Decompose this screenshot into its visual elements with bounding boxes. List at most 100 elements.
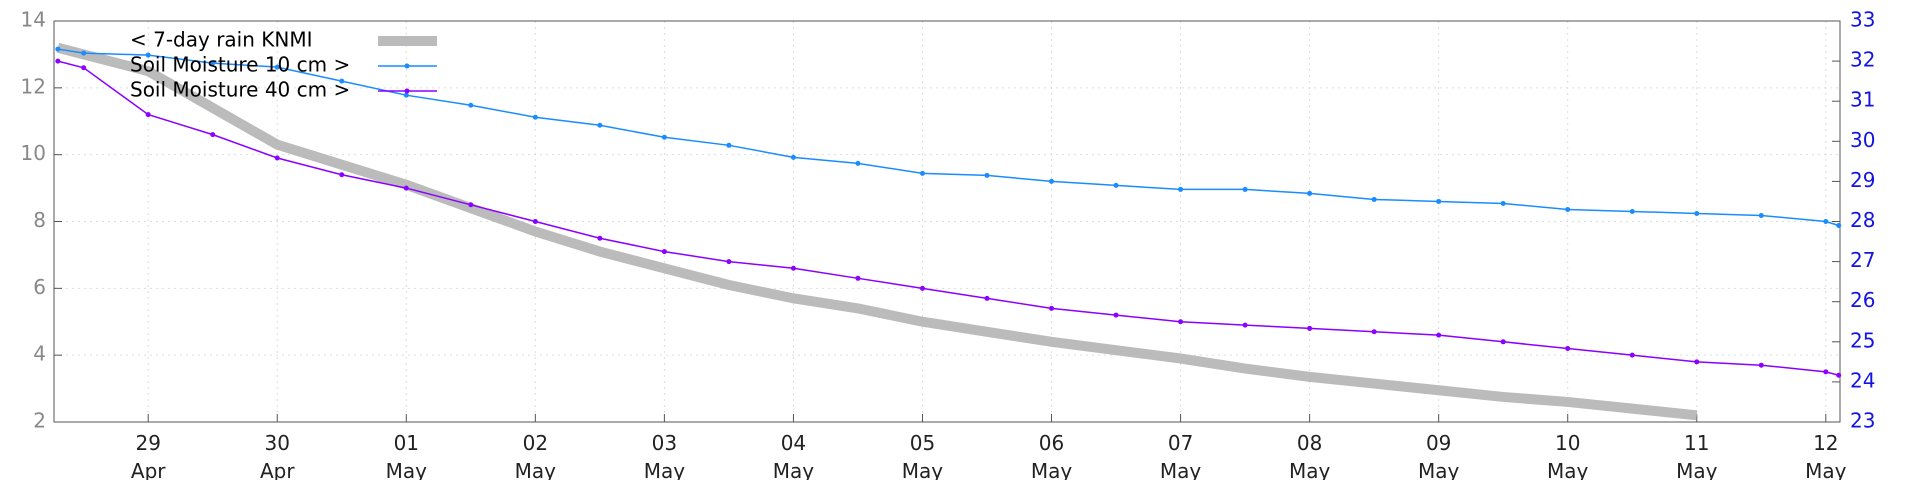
point: [1629, 352, 1635, 358]
y2-tick-label: 25: [1850, 328, 1875, 352]
point: [1178, 186, 1184, 192]
point: [1242, 186, 1248, 192]
point: [1565, 206, 1571, 212]
point: [468, 102, 474, 108]
x-tick-label: 05 May: [902, 431, 944, 480]
point: [339, 172, 345, 178]
x-tick-label: 06 May: [1031, 431, 1073, 480]
point: [597, 122, 603, 128]
y-tick-label: 6: [33, 275, 46, 299]
point: [1436, 198, 1442, 204]
point: [919, 285, 925, 291]
point: [55, 58, 61, 64]
point: [55, 46, 61, 52]
point: [726, 142, 732, 148]
y-tick-label: 8: [33, 208, 46, 232]
point: [339, 78, 345, 84]
point: [984, 172, 990, 178]
point: [790, 265, 796, 271]
point: [1500, 200, 1506, 206]
x-tick-label: 03 May: [644, 431, 686, 480]
point: [532, 219, 538, 224]
point: [210, 60, 216, 66]
legend-marker: [404, 63, 410, 69]
legend-marker: [404, 88, 410, 94]
series-line: [56, 42, 1698, 421]
y2-tick-label: 26: [1850, 288, 1875, 312]
point: [1371, 329, 1377, 335]
point: [1629, 208, 1635, 214]
x-tick-label: 10 May: [1547, 431, 1589, 480]
point: [1113, 182, 1119, 188]
point: [81, 65, 87, 71]
y2-tick-label: 31: [1850, 88, 1875, 112]
x-tick-label: 04 May: [773, 431, 815, 480]
y-tick-label: 4: [33, 342, 46, 366]
point: [855, 160, 861, 166]
x-tick-label: 30 Apr: [260, 431, 295, 480]
point: [984, 295, 990, 301]
point: [1836, 372, 1842, 378]
series-line: [57, 60, 1839, 376]
point: [274, 64, 280, 70]
point: [1694, 359, 1700, 365]
x-tick-label: 29 Apr: [131, 431, 166, 480]
legend-label: Soil Moisture 10 cm >: [130, 53, 350, 77]
y-tick-label: 10: [21, 141, 46, 165]
point: [1823, 219, 1829, 224]
point: [1307, 190, 1313, 196]
point: [468, 202, 474, 208]
y-tick-label: 14: [21, 8, 46, 32]
x-tick-label: 12 May: [1805, 431, 1847, 480]
x-tick-label: 02 May: [515, 431, 557, 480]
y2-tick-label: 33: [1850, 8, 1875, 32]
x-tick-label: 11 May: [1676, 431, 1718, 480]
point: [661, 134, 667, 140]
point: [403, 92, 409, 98]
y-tick-label: 12: [21, 74, 46, 98]
point: [145, 52, 151, 58]
x-tick-label: 07 May: [1160, 431, 1202, 480]
point: [1823, 369, 1829, 375]
point: [1307, 325, 1313, 331]
point: [661, 249, 667, 255]
point: [855, 275, 861, 281]
point: [1049, 178, 1055, 184]
y2-tick-label: 29: [1850, 168, 1875, 192]
series-line: [57, 48, 1839, 227]
point: [274, 155, 280, 161]
point: [1436, 332, 1442, 338]
point: [1836, 223, 1842, 229]
point: [532, 114, 538, 120]
y2-tick-label: 23: [1850, 409, 1875, 433]
point: [1565, 345, 1571, 351]
y2-tick-label: 30: [1850, 128, 1875, 152]
point: [726, 259, 732, 265]
legend-label: Soil Moisture 40 cm >: [130, 78, 350, 102]
point: [1049, 305, 1055, 311]
y2-tick-label: 24: [1850, 368, 1875, 392]
y-tick-label: 2: [33, 409, 46, 433]
y2-tick-label: 27: [1850, 248, 1875, 272]
x-tick-label: 08 May: [1289, 431, 1331, 480]
point: [1113, 312, 1119, 318]
point: [1758, 362, 1764, 368]
y2-tick-label: 28: [1850, 208, 1875, 232]
point: [145, 112, 151, 118]
point: [1758, 212, 1764, 218]
point: [919, 170, 925, 176]
x-tick-label: 01 May: [386, 431, 428, 480]
point: [1500, 339, 1506, 345]
point: [597, 235, 603, 241]
point: [1178, 319, 1184, 325]
point: [403, 185, 409, 191]
point: [790, 154, 796, 160]
point: [210, 132, 216, 138]
point: [1371, 196, 1377, 202]
legend-label: < 7-day rain KNMI: [130, 28, 313, 52]
x-tick-label: 09 May: [1418, 431, 1460, 480]
y2-tick-label: 32: [1850, 48, 1875, 72]
point: [1694, 210, 1700, 216]
point: [1242, 322, 1248, 328]
